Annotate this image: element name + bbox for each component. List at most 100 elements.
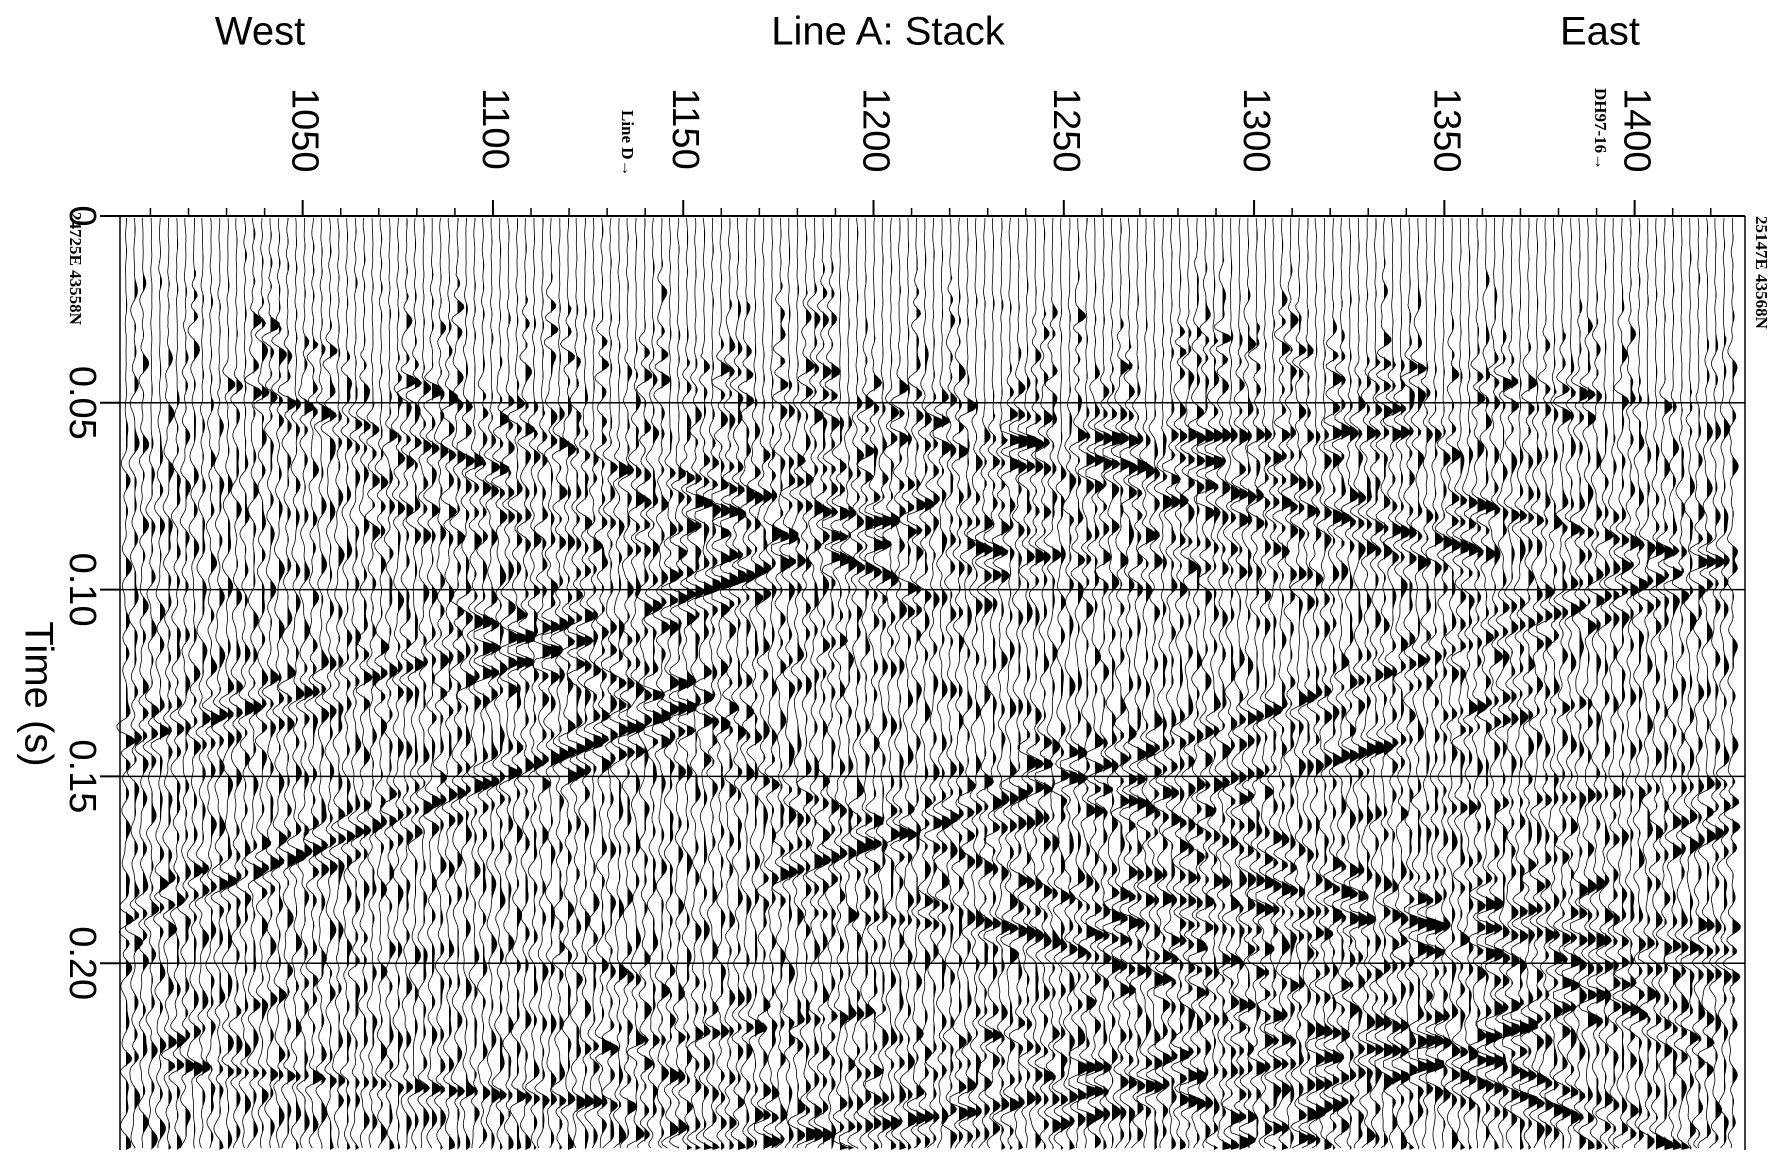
trace-line xyxy=(1595,217,1614,1149)
trace-fill xyxy=(1469,218,1478,1150)
trace-line xyxy=(1289,217,1309,1149)
y-tick-label: 0.05 xyxy=(61,366,103,440)
trace-fill xyxy=(806,218,815,1150)
trace-line xyxy=(473,217,493,1149)
trace-fill xyxy=(1503,218,1512,1150)
trace-fill xyxy=(449,218,458,1150)
trace-line xyxy=(142,218,160,1149)
trace-fill xyxy=(755,218,764,1150)
trace-fill xyxy=(1069,218,1079,1150)
trace-fill xyxy=(1078,218,1087,1150)
trace-fill xyxy=(1707,218,1716,1150)
trace-line xyxy=(601,217,620,1149)
trace-line xyxy=(261,217,280,1149)
trace-fill xyxy=(1392,218,1402,1150)
trace-fill xyxy=(925,218,934,1150)
trace-fill xyxy=(423,218,433,1150)
trace-line xyxy=(432,217,450,1149)
trace-line xyxy=(1128,217,1147,1149)
trace-fill xyxy=(1273,218,1283,1150)
trace-line xyxy=(1366,217,1385,1149)
trace-line xyxy=(1077,217,1096,1149)
trace-fill xyxy=(1001,218,1011,1150)
trace-fill xyxy=(483,218,492,1150)
trace-fill xyxy=(967,218,977,1150)
trace-fill xyxy=(1044,218,1053,1150)
trace-line xyxy=(1255,217,1275,1149)
trace-fill xyxy=(1154,218,1164,1150)
trace-line xyxy=(915,217,935,1149)
trace-line xyxy=(839,217,858,1149)
trace-line xyxy=(415,217,433,1149)
trace-line xyxy=(873,217,892,1149)
trace-line xyxy=(1179,217,1198,1149)
trace-fill xyxy=(1137,218,1147,1150)
trace-line xyxy=(525,218,544,1149)
trace-fill xyxy=(1367,218,1376,1150)
trace-line xyxy=(422,217,442,1149)
trace-line xyxy=(584,217,603,1149)
trace-fill xyxy=(245,218,254,1150)
trace-line xyxy=(1561,217,1581,1149)
trace-line xyxy=(575,218,595,1149)
trace-fill xyxy=(1732,218,1741,1150)
trace-line xyxy=(303,217,323,1149)
trace-line xyxy=(992,217,1011,1149)
trace-line xyxy=(805,217,824,1149)
trace-line xyxy=(1442,217,1462,1149)
x-tick-label: 1400 xyxy=(1616,88,1658,173)
trace-line xyxy=(125,217,144,1149)
trace-line xyxy=(983,217,1003,1149)
trace-line xyxy=(1051,217,1071,1149)
trace-line xyxy=(975,218,994,1149)
trace-fill xyxy=(143,218,149,1150)
trace-line xyxy=(907,217,926,1149)
y-tick-label: 0.10 xyxy=(61,553,103,627)
trace-fill xyxy=(865,218,875,1150)
trace-line xyxy=(779,218,799,1149)
trace-fill xyxy=(1639,218,1648,1150)
trace-line xyxy=(1510,217,1530,1149)
trace-fill xyxy=(933,218,943,1150)
trace-line xyxy=(159,218,178,1149)
trace-line xyxy=(134,218,150,1149)
trace-line xyxy=(329,218,347,1149)
trace-line xyxy=(949,217,969,1149)
trace-fill xyxy=(857,218,866,1150)
well-marker: DH97-16→ xyxy=(1591,88,1610,170)
trace-fill xyxy=(466,218,475,1150)
trace-fill xyxy=(670,218,679,1150)
trace-line xyxy=(286,217,306,1149)
x-tick-label: 1150 xyxy=(664,88,706,170)
trace-line xyxy=(890,217,909,1149)
trace-fill xyxy=(950,218,960,1150)
trace-line xyxy=(449,217,467,1149)
trace-fill xyxy=(1588,218,1597,1150)
trace-line xyxy=(1094,217,1113,1149)
trace-line xyxy=(1578,217,1598,1149)
y-tick-label: 0 xyxy=(61,205,103,226)
trace-line xyxy=(771,218,790,1149)
trace-line xyxy=(745,217,765,1149)
trace-line xyxy=(202,217,221,1149)
trace-line xyxy=(116,218,136,1149)
trace-line xyxy=(1451,217,1470,1149)
trace-line xyxy=(609,217,629,1149)
trace-line xyxy=(296,217,314,1149)
trace-line xyxy=(1196,218,1215,1149)
trace-fill xyxy=(695,218,705,1150)
trace-fill xyxy=(848,218,858,1150)
trace-line xyxy=(1204,217,1224,1149)
trace-line xyxy=(1349,217,1368,1148)
trace-fill xyxy=(1630,218,1640,1150)
trace-line xyxy=(1680,218,1700,1149)
trace-line xyxy=(1230,217,1249,1149)
trace-line xyxy=(1519,217,1538,1149)
trace-fill xyxy=(772,218,781,1150)
trace-fill xyxy=(576,218,586,1150)
trace-line xyxy=(1000,217,1020,1149)
trace-fill xyxy=(729,218,739,1150)
trace-fill xyxy=(517,218,526,1150)
trace-line xyxy=(1434,217,1453,1149)
trace-fill xyxy=(1256,218,1266,1150)
